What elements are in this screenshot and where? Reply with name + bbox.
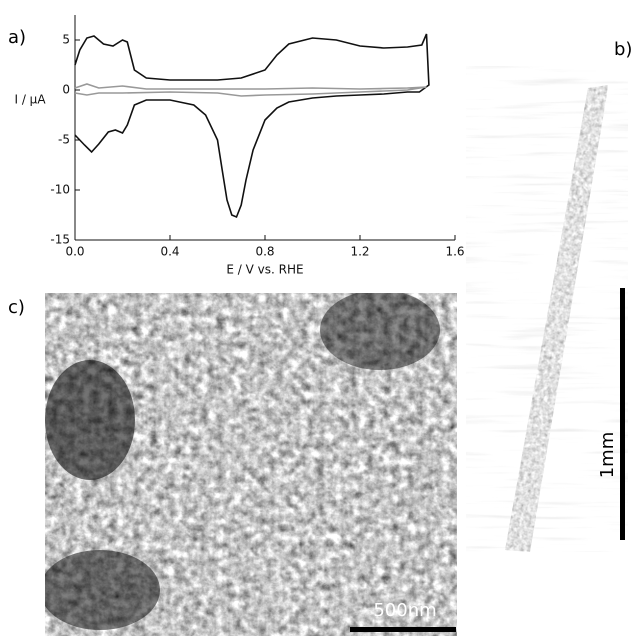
scale-label: 1mm <box>597 432 618 479</box>
y-axis-label: I / µA <box>14 93 46 107</box>
scale-bar <box>620 288 625 540</box>
y-tick-label: -5 <box>58 133 70 147</box>
sem-image-b <box>466 66 628 555</box>
x-tick-label: 1.2 <box>350 245 369 259</box>
x-tick-label: 0.0 <box>65 245 84 259</box>
sem-image-c <box>40 290 457 636</box>
scale-label: 500nm <box>373 600 436 621</box>
scale-bar <box>350 627 456 632</box>
figure: 1mm 500nm a) b) c) I / µA E / V vs. RHE … <box>0 0 640 644</box>
panel-label: c) <box>8 297 25 318</box>
cv-curve <box>75 34 429 217</box>
y-tick-label: 0 <box>62 83 70 97</box>
x-tick-label: 1.6 <box>445 245 464 259</box>
x-tick-label: 0.4 <box>160 245 179 259</box>
x-axis-label: E / V vs. RHE <box>226 263 303 277</box>
y-tick-label: -10 <box>50 183 70 197</box>
panel-label: a) <box>8 27 26 48</box>
y-tick-label: 5 <box>62 33 70 47</box>
x-tick-label: 0.8 <box>255 245 274 259</box>
panel-label: b) <box>614 39 632 60</box>
